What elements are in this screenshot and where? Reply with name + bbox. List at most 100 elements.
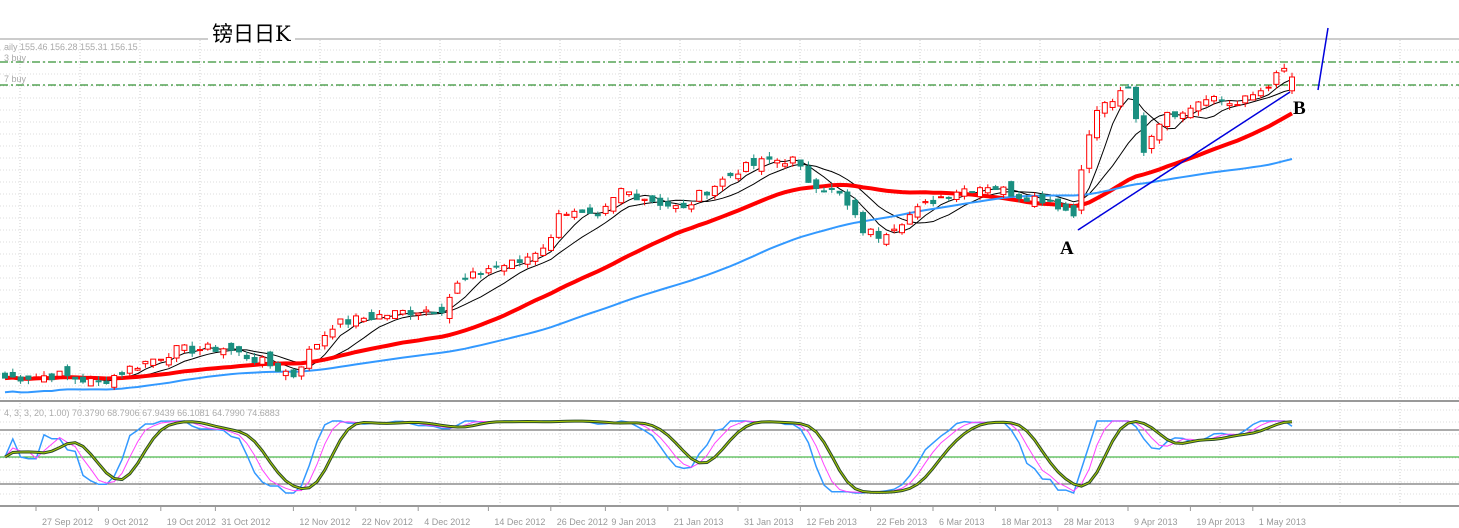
candle-body — [875, 230, 882, 239]
candle-body — [1133, 86, 1139, 120]
candle-body — [633, 193, 640, 201]
x-tick-label: 31 Jan 2013 — [744, 517, 794, 527]
candle-body — [345, 319, 352, 325]
x-tick-label: 19 Apr 2013 — [1196, 517, 1245, 527]
candle-body — [867, 228, 874, 236]
annotation-b: B — [1293, 98, 1306, 119]
candle-body — [1179, 112, 1186, 119]
candle-body — [610, 197, 617, 212]
candle-body — [548, 237, 554, 251]
candle-body — [906, 214, 913, 225]
candle-body — [321, 334, 328, 347]
candle-body — [142, 360, 149, 365]
candle-body — [844, 191, 851, 206]
candle-body — [485, 268, 492, 274]
candle-body — [1281, 67, 1288, 72]
candle-body — [828, 188, 835, 191]
candle-body — [1265, 86, 1272, 89]
candle-body — [80, 376, 86, 383]
candle-body — [376, 314, 383, 320]
candle-body — [220, 348, 227, 356]
candle-body — [251, 357, 258, 363]
candle-body — [735, 173, 742, 180]
candle-body — [1211, 95, 1217, 102]
candle-body — [711, 185, 718, 197]
candle-body — [1008, 181, 1015, 197]
candle-body — [540, 247, 547, 256]
candle-body — [33, 376, 40, 379]
candle-body — [87, 378, 94, 387]
candle-body — [719, 178, 726, 187]
candle-body — [306, 348, 313, 369]
candle-body — [579, 209, 586, 213]
trendline-projection — [1317, 27, 1329, 91]
ma-30-line — [4, 111, 1293, 381]
candle-body — [368, 312, 375, 320]
candle-body — [267, 351, 274, 367]
candle-body — [563, 213, 570, 216]
candle-body — [860, 212, 866, 234]
candle-body — [48, 373, 55, 381]
candle-body — [1148, 135, 1155, 150]
x-tick-label: 28 Mar 2013 — [1064, 517, 1115, 527]
x-tick-label: 12 Nov 2012 — [299, 517, 350, 527]
candle-body — [212, 346, 219, 352]
trendline-a-b — [1077, 91, 1291, 231]
x-tick-label: 21 Jan 2013 — [674, 517, 724, 527]
candle-body — [758, 158, 765, 172]
candle-body — [134, 367, 141, 371]
x-tick-label: 9 Jan 2013 — [611, 517, 656, 527]
candle-body — [641, 198, 648, 201]
candle-body — [158, 358, 164, 361]
candle-body — [95, 380, 102, 383]
candle-body — [501, 265, 508, 272]
candle-body — [259, 356, 266, 365]
candle-body — [821, 190, 827, 193]
candle-body — [1078, 169, 1085, 211]
candle-body — [914, 206, 921, 218]
candle-body — [587, 207, 593, 214]
candle-body — [392, 310, 398, 319]
annotation-a: A — [1060, 238, 1074, 259]
candle-body — [797, 159, 804, 167]
candle-body — [399, 309, 406, 315]
candle-body — [524, 256, 531, 265]
candle-body — [1187, 107, 1194, 119]
candle-body — [1086, 134, 1093, 169]
candle-body — [470, 271, 476, 279]
x-tick-label: 9 Oct 2012 — [104, 517, 148, 527]
chart-title: 镑日日K — [208, 18, 295, 48]
candle-body — [1140, 115, 1147, 153]
candle-body — [696, 189, 703, 202]
candle-body — [618, 188, 625, 204]
candle-body — [883, 234, 890, 245]
candle-body — [197, 349, 203, 352]
candle-body — [1125, 86, 1132, 89]
candle-body — [1250, 94, 1256, 101]
candle-body — [17, 376, 24, 382]
candle-body — [969, 191, 976, 194]
candle-body — [750, 158, 757, 166]
osc-signal-highlight — [4, 420, 1293, 493]
candle-body — [680, 202, 687, 209]
candle-body — [353, 315, 359, 327]
candle-body — [1023, 197, 1030, 202]
candle-body — [384, 314, 391, 320]
candle-body — [836, 190, 843, 194]
x-tick-label: 22 Nov 2012 — [362, 517, 413, 527]
candle-body — [1234, 104, 1241, 107]
candle-body — [899, 224, 905, 234]
candle-body — [1062, 203, 1069, 211]
candle-body — [1109, 101, 1116, 108]
ma-10-line — [4, 89, 1293, 380]
candle-body — [688, 204, 695, 210]
candle-body — [298, 366, 305, 377]
candle-body — [173, 345, 180, 359]
candle-body — [1218, 99, 1225, 102]
candle-body — [56, 370, 63, 377]
candle-body — [165, 356, 172, 366]
candle-body — [626, 191, 632, 196]
candle-body — [657, 197, 664, 206]
oscillator-info: 4, 3, 3, 20, 1.00) 70.3790 68.7906 67.94… — [4, 408, 280, 418]
